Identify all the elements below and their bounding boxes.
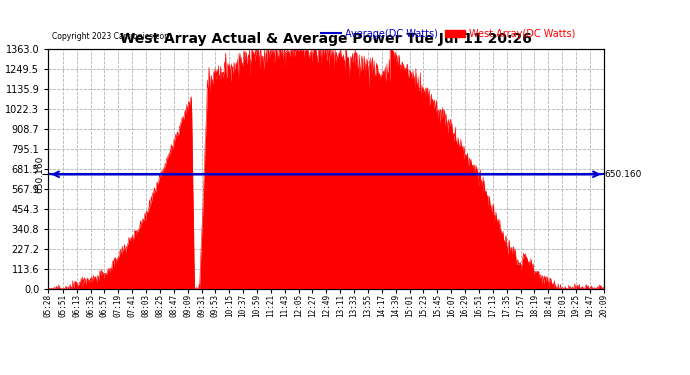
Legend: Average(DC Watts), West Array(DC Watts): Average(DC Watts), West Array(DC Watts) — [317, 25, 579, 43]
Title: West Array Actual & Average Power Tue Jul 11 20:26: West Array Actual & Average Power Tue Ju… — [120, 32, 532, 46]
Text: Copyright 2023 Cartronics.com: Copyright 2023 Cartronics.com — [52, 32, 171, 41]
Text: 650.160: 650.160 — [605, 170, 642, 179]
